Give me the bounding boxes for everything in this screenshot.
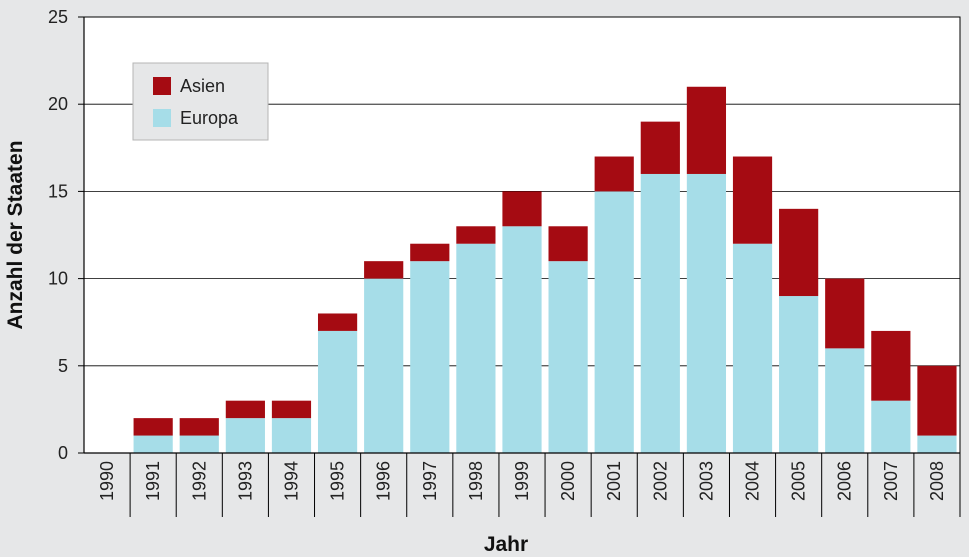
bar-asien-2003 bbox=[686, 86, 727, 174]
bar-europa-2008 bbox=[917, 435, 957, 453]
y-axis-label: Anzahl der Staaten bbox=[4, 140, 27, 329]
bar-asien-2002 bbox=[640, 121, 680, 174]
bar-europa-2005 bbox=[779, 296, 819, 453]
bar-europa-2004 bbox=[732, 243, 773, 453]
bar-asien-2005 bbox=[779, 208, 819, 297]
x-tick-label: 1991 bbox=[143, 461, 163, 501]
legend-label-europa: Europa bbox=[180, 108, 239, 128]
x-tick-label: 2006 bbox=[835, 461, 855, 501]
bar-asien-1998 bbox=[456, 226, 496, 244]
bar-europa-1996 bbox=[364, 278, 404, 453]
x-tick-label: 1999 bbox=[512, 461, 532, 501]
bars bbox=[133, 86, 957, 453]
x-tick-label: 2007 bbox=[881, 461, 901, 501]
bar-asien-1996 bbox=[364, 261, 404, 279]
x-tick-label: 1990 bbox=[97, 461, 117, 501]
x-axis-ticks: 1990 1991 1992 1993 1994 1995 1996 1997 1998 1999… bbox=[97, 453, 961, 517]
y-tick-label: 20 bbox=[48, 94, 68, 114]
bar-asien-1999 bbox=[502, 191, 542, 227]
y-tick-label: 25 bbox=[48, 7, 68, 27]
bar-asien-1997 bbox=[410, 243, 450, 262]
bar-europa-2003 bbox=[686, 173, 727, 453]
y-tick-label: 10 bbox=[48, 269, 68, 289]
x-tick-label: 2002 bbox=[650, 461, 670, 501]
x-tick-label: 2008 bbox=[927, 461, 947, 501]
bar-asien-1992 bbox=[179, 418, 219, 436]
bar-asien-2004 bbox=[732, 156, 773, 244]
x-tick-label: 1996 bbox=[374, 461, 394, 501]
bar-asien-1995 bbox=[317, 313, 358, 331]
x-tick-label: 1992 bbox=[189, 461, 209, 501]
bar-europa-2000 bbox=[548, 261, 588, 453]
bar-asien-2000 bbox=[548, 226, 588, 262]
bar-asien-2007 bbox=[871, 330, 911, 401]
plot-frame bbox=[83, 16, 961, 454]
x-tick-label: 1995 bbox=[328, 461, 348, 501]
x-tick-label: 1998 bbox=[466, 461, 486, 501]
legend-label-asien: Asien bbox=[180, 76, 225, 96]
legend-swatch-asien bbox=[153, 77, 171, 95]
legend-swatch-europa bbox=[153, 109, 171, 127]
x-tick-label: 2005 bbox=[789, 461, 809, 501]
x-tick-label: 1993 bbox=[235, 461, 255, 501]
bar-europa-2006 bbox=[825, 348, 865, 453]
y-tick-label: 5 bbox=[58, 356, 68, 376]
bar-europa-1995 bbox=[317, 330, 358, 453]
y-tick-label: 0 bbox=[58, 443, 68, 463]
bar-europa-1997 bbox=[410, 261, 450, 453]
bar-europa-2002 bbox=[640, 173, 680, 453]
x-tick-label: 2000 bbox=[558, 461, 578, 501]
bar-europa-1994 bbox=[271, 418, 312, 453]
bar-europa-2001 bbox=[594, 191, 634, 453]
bar-asien-1991 bbox=[133, 418, 173, 436]
y-tick-label: 15 bbox=[48, 181, 68, 201]
bar-asien-1994 bbox=[271, 400, 312, 419]
y-axis-ticks: 0 5 10 15 20 25 bbox=[48, 7, 84, 463]
bar-asien-2008 bbox=[917, 365, 957, 436]
bar-europa-1999 bbox=[502, 226, 542, 453]
bar-asien-2006 bbox=[825, 278, 865, 349]
x-tick-label: 1994 bbox=[281, 461, 301, 501]
x-tick-label: 2003 bbox=[696, 461, 716, 501]
x-tick-label: 2001 bbox=[604, 461, 624, 501]
bar-europa-1998 bbox=[456, 243, 496, 453]
bar-asien-1993 bbox=[225, 400, 265, 419]
x-tick-label: 1997 bbox=[420, 461, 440, 501]
bar-europa-1991 bbox=[133, 435, 173, 453]
bar-asien-2001 bbox=[594, 156, 634, 192]
legend: Asien Europa bbox=[132, 62, 269, 141]
bar-europa-1993 bbox=[225, 418, 265, 453]
bar-europa-2007 bbox=[871, 400, 911, 453]
legend-box bbox=[132, 62, 269, 141]
bar-europa-1992 bbox=[179, 435, 219, 453]
x-axis-label: Jahr bbox=[484, 533, 528, 556]
x-tick-label: 2004 bbox=[743, 461, 763, 501]
